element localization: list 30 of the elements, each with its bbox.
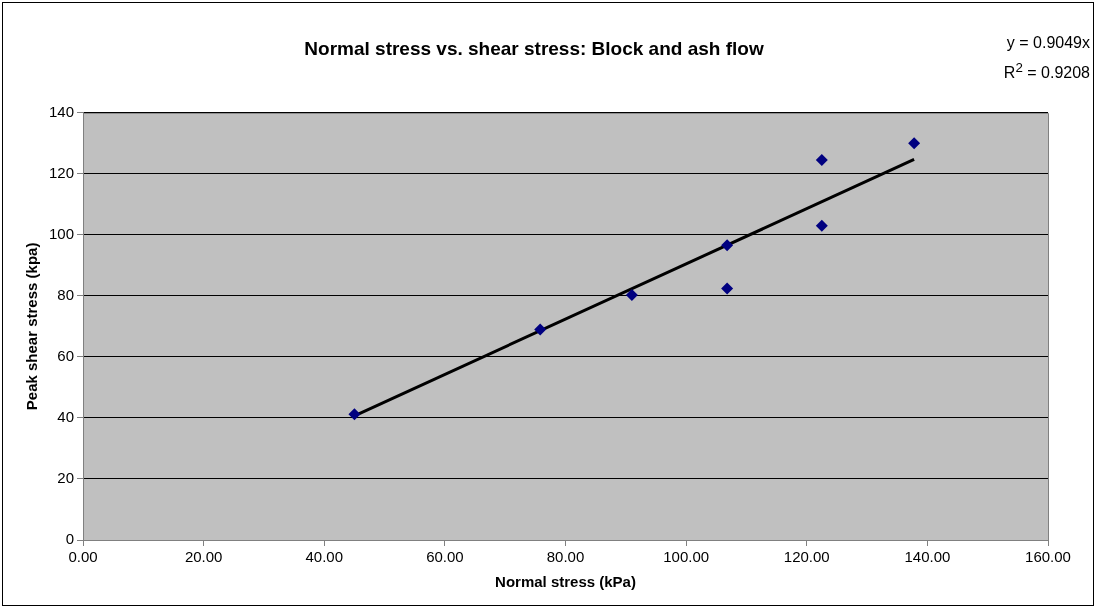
x-tick-label: 140.00 xyxy=(904,548,951,566)
x-tick-label: 60.00 xyxy=(426,548,464,566)
point xyxy=(534,323,547,336)
y-tick-label: 100 xyxy=(49,225,75,242)
point xyxy=(908,137,921,150)
y-tick-label: 60 xyxy=(57,347,75,365)
y-tick-label: 0 xyxy=(65,530,75,548)
y-tick-label: 120 xyxy=(49,163,75,181)
point xyxy=(815,219,828,232)
chart-title: Normal stress vs. shear stress: Block and ash flow xyxy=(304,37,764,59)
point xyxy=(721,282,734,295)
y-axis-title: Peak shear stress (kpa) xyxy=(23,242,41,411)
x-tick-label: 20.00 xyxy=(184,548,223,566)
x-tick-label: 40.00 xyxy=(305,548,344,566)
x-axis-title: Normal stress (kPa) xyxy=(495,573,636,591)
point xyxy=(348,408,361,421)
x-tick-label: 0.00 xyxy=(68,548,98,566)
x-tick-label: 160.00 xyxy=(1025,548,1071,566)
x-tick-label: 80.00 xyxy=(546,548,585,566)
point xyxy=(625,288,638,301)
text: R$^{2}$ = 0.9208 xyxy=(1003,59,1090,84)
y-tick-label: 40 xyxy=(57,408,75,426)
y-tick-label: 80 xyxy=(57,286,75,304)
point xyxy=(815,154,828,167)
x-tick-label: 120.00 xyxy=(783,548,830,566)
y-tick-label: 140 xyxy=(49,102,75,120)
text: y = 0.9049x xyxy=(1005,33,1090,53)
x-tick-label: 100.00 xyxy=(663,548,710,566)
point xyxy=(721,239,734,252)
y-tick-label: 20 xyxy=(57,469,75,487)
